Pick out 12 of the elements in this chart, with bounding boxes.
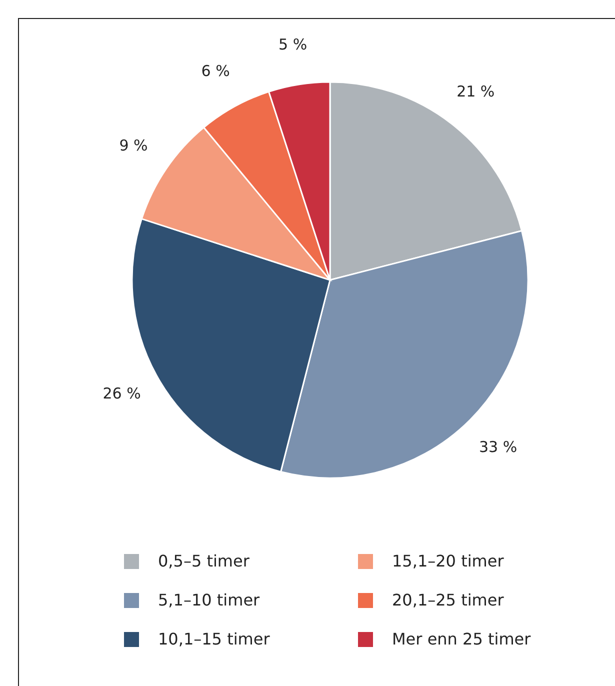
legend-label: Mer enn 25 timer	[392, 629, 532, 648]
data-label: 6 %	[201, 62, 230, 80]
legend-label: 20,1–25 timer	[392, 590, 504, 610]
legend-label: 10,1–15 timer	[158, 629, 270, 648]
legend-label: 5,1–10 timer	[158, 590, 260, 610]
data-label: 9 %	[119, 136, 148, 155]
data-label: 21 %	[456, 82, 495, 100]
data-label: 26 %	[102, 384, 141, 403]
data-label: 33 %	[478, 438, 518, 456]
legend-label: 0,5–5 timer	[158, 551, 250, 570]
legend-label: 15,1–20 timer	[392, 551, 504, 570]
data-label: 5 %	[278, 35, 308, 54]
